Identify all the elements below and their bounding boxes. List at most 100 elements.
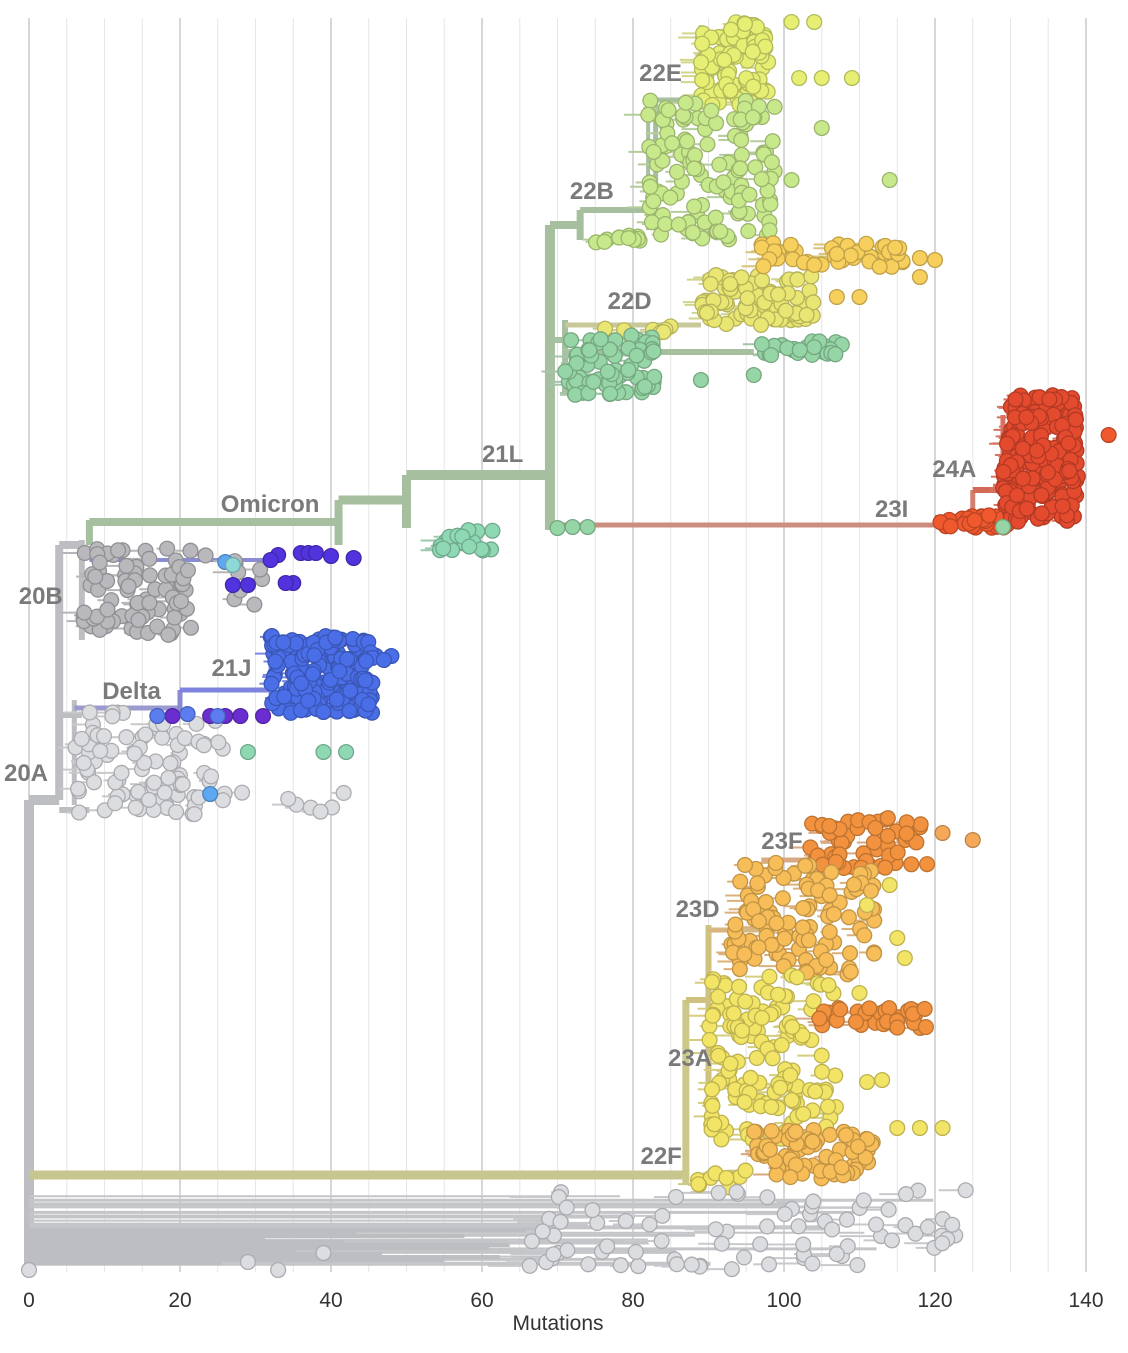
- basal-tip: [752, 1236, 769, 1253]
- grid: [28, 18, 1087, 1272]
- clade-label-23d: 23D: [676, 896, 720, 923]
- clade-23A-tip: [731, 978, 748, 995]
- basal-tip: [934, 1235, 951, 1252]
- clade-20B-tip: [141, 567, 158, 584]
- basal-tip: [759, 1218, 776, 1235]
- clade-23D-tip: [845, 876, 863, 893]
- clade-23D-tip: [851, 984, 868, 1002]
- clade-20B-tip: [182, 542, 199, 559]
- clade-23F-tip: [877, 859, 894, 876]
- clade-22F-tip: [804, 1133, 821, 1150]
- basal-tip: [668, 1256, 685, 1273]
- clade-23F-tip: [865, 834, 882, 851]
- clade-20B-tip: [87, 568, 104, 585]
- clade-21L-tip: [692, 371, 709, 389]
- teal-cluster-tip: [435, 540, 452, 557]
- clade-23D-tip: [881, 876, 898, 894]
- clade-23D-tip: [768, 915, 785, 932]
- clade-23I-tip: [966, 512, 983, 529]
- clade-22F-tip: [857, 1149, 874, 1166]
- teal-tip: [239, 743, 257, 761]
- clade-20B-tip: [246, 596, 263, 613]
- basal-tip: [550, 1188, 567, 1206]
- clade-20A-tip: [168, 803, 185, 821]
- clade-23D-tip: [727, 916, 744, 933]
- basal-tip: [584, 1202, 601, 1219]
- clade-23A-tip: [813, 1047, 830, 1064]
- basal-tip: [880, 1201, 897, 1218]
- teal-tip: [338, 743, 355, 761]
- clade-20B-tip: [179, 562, 196, 579]
- clade-21L-tip: [567, 386, 584, 403]
- clade-23D-tip: [794, 919, 811, 936]
- clade-22B-tip: [741, 186, 758, 203]
- teal-tip: [224, 556, 241, 574]
- clade-23A-tip: [911, 1119, 928, 1137]
- clade-22B-tip: [703, 102, 720, 119]
- clade-22E-tip: [806, 13, 823, 31]
- clade-22F-tip: [787, 1123, 804, 1140]
- clade-21J-tip: [306, 647, 323, 664]
- clade-21J-tip: [341, 702, 358, 720]
- clade-label-20a: 20A: [4, 760, 48, 787]
- clade-20A-tip: [136, 754, 153, 771]
- clade-21J-tip: [358, 653, 375, 670]
- clade-24A-tip: [1061, 462, 1078, 480]
- clade-22E-tip: [745, 78, 762, 95]
- clade-22D-tip: [887, 239, 904, 256]
- basal-tip: [760, 1256, 778, 1273]
- clade-22B-tip: [763, 154, 780, 171]
- basal-tip: [897, 1186, 915, 1203]
- clade-23A-tip: [782, 1067, 799, 1084]
- clade-20A-tip: [202, 768, 220, 785]
- clade-23A-tip: [725, 1005, 742, 1022]
- clade-22D-tip: [926, 251, 944, 269]
- clade-20B-tip: [110, 542, 127, 559]
- clade-23A-orange-tip: [917, 1019, 934, 1036]
- clade-22B-tip: [753, 171, 770, 188]
- basal-tip: [795, 1236, 812, 1253]
- clade-20B-tip: [182, 619, 199, 636]
- clade-22B-tip: [733, 131, 750, 149]
- clade-22F-tip: [761, 1141, 778, 1158]
- clade-20A-tip: [75, 754, 92, 771]
- basal-tip: [599, 1238, 616, 1255]
- clade-23A-tip: [748, 1049, 765, 1067]
- clade-21J-tip: [331, 663, 348, 680]
- clade-22B-tip: [744, 109, 761, 126]
- clade-23A-tip: [764, 1050, 781, 1067]
- basal-tip: [612, 1257, 629, 1274]
- clade-22D-tip: [702, 275, 719, 292]
- clade-23D-tip: [841, 945, 859, 962]
- clade-23F-tip: [879, 827, 896, 845]
- clade-20B-tip: [141, 550, 158, 567]
- clade-21L-tip: [549, 519, 566, 537]
- clade-23D-tip: [776, 930, 793, 947]
- clade-23A-tip: [706, 1116, 723, 1133]
- clade-22D-tip: [789, 271, 806, 288]
- clade-22F-tip: [746, 1123, 763, 1140]
- clade-22D-tip: [851, 288, 868, 306]
- clade-23D-tip: [750, 939, 767, 956]
- clade-label-20b: 20B: [19, 583, 63, 610]
- clade-20B-tip: [160, 626, 177, 643]
- x-tick-label: 20: [168, 1289, 191, 1312]
- clade-21J-tip: [375, 651, 392, 669]
- clade-23A-tip: [710, 988, 727, 1005]
- clade-20A-tip: [107, 795, 124, 812]
- clade-22D-tip: [806, 256, 823, 274]
- clade-23F-tip: [821, 817, 838, 835]
- clade-23A-tip: [805, 993, 822, 1010]
- clade-labels: 22E 22B 22D 21L Omicron 20B 21J Delta 20A 24A 23I 2…: [4, 60, 976, 1170]
- clade-21J-tip: [304, 665, 321, 683]
- clade-23D-tip: [749, 875, 766, 892]
- clade-23D-tip: [821, 887, 838, 904]
- clade-20A-tip: [113, 764, 130, 781]
- clade-23A-tip: [769, 986, 787, 1003]
- clade-23A-tip: [813, 1063, 831, 1080]
- lightblue-tip: [202, 785, 219, 803]
- clade-21L-tip: [753, 336, 770, 353]
- clade-21L-tip: [763, 347, 780, 364]
- violet-tip: [277, 574, 294, 592]
- clade-21L-tip: [585, 373, 602, 390]
